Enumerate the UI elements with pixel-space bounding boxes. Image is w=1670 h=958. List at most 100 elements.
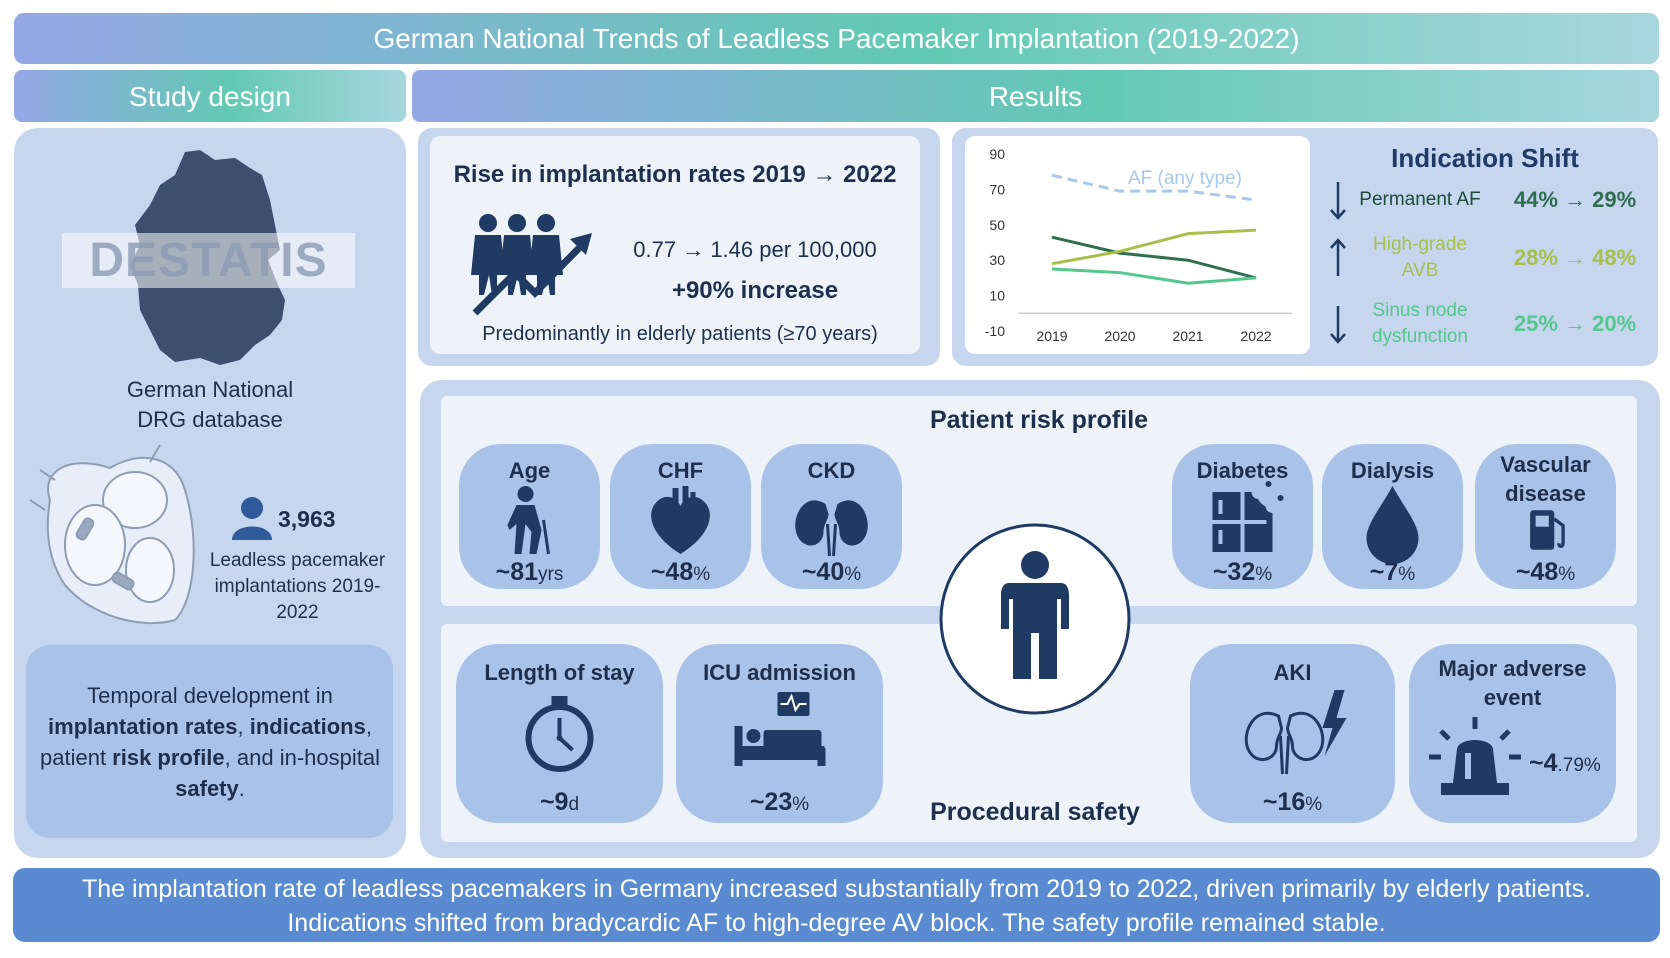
value-unit: % [844, 564, 862, 585]
line [1051, 267, 1257, 285]
value-unit: % [1558, 564, 1576, 585]
y-tick-label: -10 [985, 323, 1005, 339]
icon-part [472, 242, 585, 316]
indication-title: Indication Shift [1391, 143, 1579, 173]
card-label: Diabetes [1196, 458, 1289, 483]
icon-part [517, 486, 534, 502]
icon [525, 696, 594, 772]
section-heading: Study design [129, 80, 291, 112]
icon-part [1277, 495, 1284, 501]
icon-part [556, 704, 563, 710]
indication-label: Permanent AF [1359, 189, 1481, 210]
value-number: ~48 [650, 558, 694, 586]
x-tick-label: 2020 [1104, 328, 1135, 344]
heading-bar [14, 70, 406, 122]
icon-part [1279, 735, 1290, 775]
icon-part [508, 214, 526, 232]
count-caption: Leadless pacemaker implantations 2019-20… [209, 550, 386, 623]
value-unit: % [792, 794, 810, 815]
icon-part [672, 488, 679, 506]
value-number: ~4 [1529, 749, 1558, 777]
direction-arrow [1330, 238, 1346, 276]
icon-part [556, 735, 563, 741]
card-label: ICU admission [703, 660, 856, 685]
direction-arrow [1330, 182, 1346, 220]
direction-arrow [1330, 306, 1346, 344]
card-label: CKD [807, 458, 856, 483]
icon-part [742, 746, 825, 760]
icon [734, 692, 826, 766]
card-value: ~23% [676, 788, 883, 817]
value-number: ~40 [801, 558, 845, 586]
aims-text: risk profile [112, 745, 225, 770]
person-icon [1001, 551, 1069, 679]
icon [1212, 476, 1289, 552]
value-number: ~48 [1515, 558, 1559, 586]
icon [1429, 717, 1521, 795]
x-tick-label: 2021 [1172, 328, 1203, 344]
value-unit: % [1255, 564, 1273, 585]
icon-part [111, 571, 135, 591]
icon-part [834, 500, 868, 546]
icon-part [232, 526, 272, 540]
icon [651, 486, 710, 554]
value-unit: .79% [1557, 755, 1601, 776]
rise-rate: 0.77 → 1.46 per 100,000 [633, 237, 877, 262]
aims-text: Temporal development in [87, 683, 333, 708]
rise-note: Predominantly in elderly patients (≥70 y… [482, 323, 878, 345]
title: German National Trends of Leadless Pacem… [373, 23, 1300, 54]
card-value: ~40% [761, 558, 902, 587]
icon-part [734, 726, 743, 766]
icon-part [1429, 717, 1521, 760]
y-tick-label: 10 [989, 288, 1005, 304]
growth-icon [471, 214, 592, 316]
icon-part [1453, 740, 1497, 783]
arrow-head [1330, 209, 1346, 220]
card-value: ~32% [1172, 558, 1313, 587]
card-value: ~9d [456, 788, 663, 817]
icon-part [826, 523, 837, 557]
y-tick-label: 70 [989, 181, 1005, 197]
icon-part [1322, 690, 1347, 756]
heading-bar [412, 70, 1659, 122]
card-label: Dialysis [1350, 458, 1435, 483]
y-tick-label: 30 [989, 252, 1005, 268]
logo: DESTATIS [89, 234, 328, 287]
card-value: ~48% [610, 558, 751, 587]
icon [507, 486, 550, 555]
icon-part [1212, 492, 1267, 552]
line [1051, 228, 1257, 266]
icon-part [682, 486, 689, 506]
indication-label: Sinus node dysfunction [1371, 300, 1469, 347]
icon-part [570, 233, 592, 255]
rise-increase: +90% increase [671, 277, 839, 304]
icon-part [102, 471, 168, 529]
aims-text: implantation rates [48, 714, 238, 739]
y-tick-label: 50 [989, 217, 1005, 233]
icon-part [746, 729, 761, 743]
aims-box [26, 645, 393, 838]
rise-title: Rise in implantation rates 2019 → 2022 [453, 161, 897, 188]
icon [795, 500, 868, 557]
icon-part [1441, 783, 1509, 795]
indication-label: High-grade AVB [1373, 234, 1467, 281]
aims-text: indications [249, 714, 366, 739]
icon [1244, 690, 1347, 775]
indication-change: 25% → 20% [1513, 311, 1637, 336]
icon-part [795, 500, 829, 546]
icon-part [507, 505, 542, 554]
value-unit: % [1398, 564, 1416, 585]
logo-box [62, 233, 355, 288]
value-number: ~23 [749, 788, 793, 816]
card-value: ~4.79% [1529, 749, 1619, 778]
aims: Temporal development in implantation rat… [40, 680, 380, 804]
person-icon [232, 497, 272, 540]
icon-part [551, 696, 568, 705]
card-value: ~48% [1475, 558, 1616, 587]
value-unit: % [1305, 794, 1323, 815]
icon-part [1285, 711, 1325, 761]
icon-part [1366, 486, 1419, 564]
arrow-head [1330, 238, 1346, 249]
